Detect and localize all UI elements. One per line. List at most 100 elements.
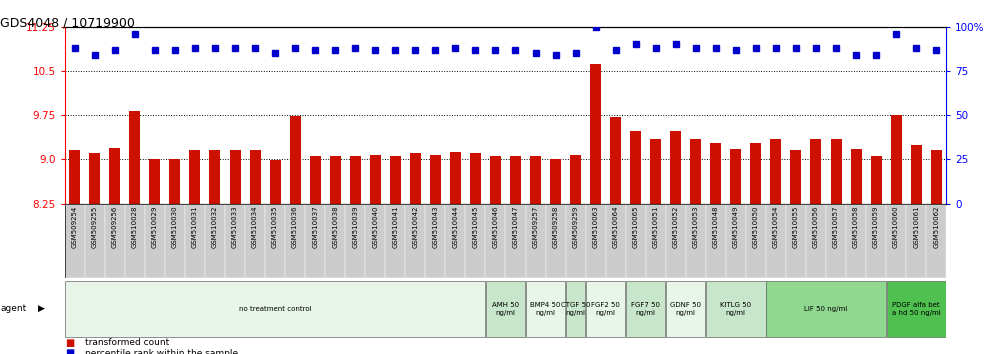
Bar	[370, 155, 380, 204]
Text: GSM509256: GSM509256	[112, 206, 118, 248]
Bar	[867, 204, 886, 278]
Text: FGF2 50
ng/ml: FGF2 50 ng/ml	[592, 302, 621, 316]
Bar	[570, 155, 581, 204]
FancyBboxPatch shape	[526, 281, 565, 337]
Bar	[811, 139, 822, 204]
Bar	[546, 204, 566, 278]
FancyBboxPatch shape	[706, 281, 766, 337]
Bar	[245, 204, 265, 278]
Text: GSM510057: GSM510057	[833, 206, 839, 248]
Bar	[726, 204, 746, 278]
Bar	[526, 204, 546, 278]
Bar	[670, 131, 681, 204]
Bar	[445, 204, 465, 278]
Bar	[505, 204, 526, 278]
Text: GSM510055: GSM510055	[793, 206, 799, 248]
Text: GSM510035: GSM510035	[272, 206, 278, 248]
Bar	[124, 204, 144, 278]
Bar	[611, 117, 622, 204]
Text: GSM510037: GSM510037	[312, 206, 318, 249]
Bar	[485, 204, 506, 278]
Text: GSM510056: GSM510056	[813, 206, 819, 248]
Text: ■: ■	[65, 338, 74, 348]
Text: agent: agent	[1, 304, 27, 313]
Bar	[305, 204, 325, 278]
Text: GSM509259: GSM509259	[573, 206, 579, 248]
Text: GSM510065: GSM510065	[632, 206, 638, 248]
Bar	[144, 204, 165, 278]
Text: GDNF 50
ng/ml: GDNF 50 ng/ml	[670, 302, 701, 316]
Bar	[290, 116, 301, 204]
Text: GSM510043: GSM510043	[432, 206, 438, 248]
Bar	[265, 204, 285, 278]
Bar	[886, 204, 906, 278]
Bar	[786, 204, 806, 278]
Bar	[690, 139, 701, 204]
Text: GSM510046: GSM510046	[492, 206, 498, 248]
FancyBboxPatch shape	[65, 281, 485, 337]
Text: GSM510048: GSM510048	[713, 206, 719, 248]
Bar	[930, 150, 941, 204]
Bar	[85, 204, 105, 278]
Text: GSM510064: GSM510064	[613, 206, 619, 248]
Bar	[465, 204, 485, 278]
Text: GSM510047: GSM510047	[513, 206, 519, 248]
Bar	[330, 156, 341, 204]
Bar	[750, 143, 761, 204]
Bar	[70, 150, 81, 204]
Text: GSM510062: GSM510062	[933, 206, 939, 248]
Text: AMH 50
ng/ml: AMH 50 ng/ml	[492, 302, 519, 316]
Text: GSM510033: GSM510033	[232, 206, 238, 249]
Bar	[405, 204, 425, 278]
Text: GSM510030: GSM510030	[172, 206, 178, 249]
Bar	[409, 153, 421, 204]
Text: GSM510053: GSM510053	[693, 206, 699, 248]
Bar	[906, 204, 926, 278]
Bar	[851, 149, 862, 204]
Bar	[710, 143, 721, 204]
Bar	[65, 204, 85, 278]
Text: GSM510045: GSM510045	[472, 206, 478, 248]
Text: CTGF 50
ng/ml: CTGF 50 ng/ml	[561, 302, 591, 316]
Bar	[229, 150, 240, 204]
Bar	[606, 204, 625, 278]
Text: GSM510059: GSM510059	[873, 206, 879, 248]
Bar	[510, 156, 521, 204]
Bar	[890, 115, 901, 204]
Text: GSM510052: GSM510052	[672, 206, 678, 248]
Text: no treatment control: no treatment control	[239, 306, 312, 312]
Bar	[871, 156, 881, 204]
Text: GSM510054: GSM510054	[773, 206, 779, 248]
Bar	[350, 156, 361, 204]
Text: ▶: ▶	[38, 304, 45, 313]
FancyBboxPatch shape	[626, 281, 665, 337]
Bar	[706, 204, 726, 278]
FancyBboxPatch shape	[486, 281, 525, 337]
Text: GSM510040: GSM510040	[373, 206, 378, 248]
Bar	[771, 139, 782, 204]
Text: GDS4048 / 10719900: GDS4048 / 10719900	[0, 17, 134, 29]
Bar	[550, 159, 561, 204]
Text: GSM510060: GSM510060	[893, 206, 899, 249]
Bar	[205, 204, 225, 278]
Bar	[250, 150, 261, 204]
Bar	[209, 150, 220, 204]
Bar	[225, 204, 245, 278]
Text: BMP4 50
ng/ml: BMP4 50 ng/ml	[530, 302, 561, 316]
Bar	[566, 204, 586, 278]
Bar	[910, 144, 921, 204]
Bar	[185, 204, 205, 278]
Text: GSM509257: GSM509257	[533, 206, 539, 248]
Bar	[90, 153, 101, 204]
Bar	[686, 204, 706, 278]
Text: GSM510036: GSM510036	[292, 206, 298, 249]
Text: GSM510041: GSM510041	[392, 206, 398, 248]
Text: GSM509255: GSM509255	[92, 206, 98, 248]
Bar	[105, 204, 124, 278]
Bar	[590, 64, 602, 204]
FancyBboxPatch shape	[666, 281, 705, 337]
Text: GSM510050: GSM510050	[753, 206, 759, 248]
Text: GSM510042: GSM510042	[412, 206, 418, 248]
Bar	[806, 204, 826, 278]
Bar	[530, 156, 541, 204]
